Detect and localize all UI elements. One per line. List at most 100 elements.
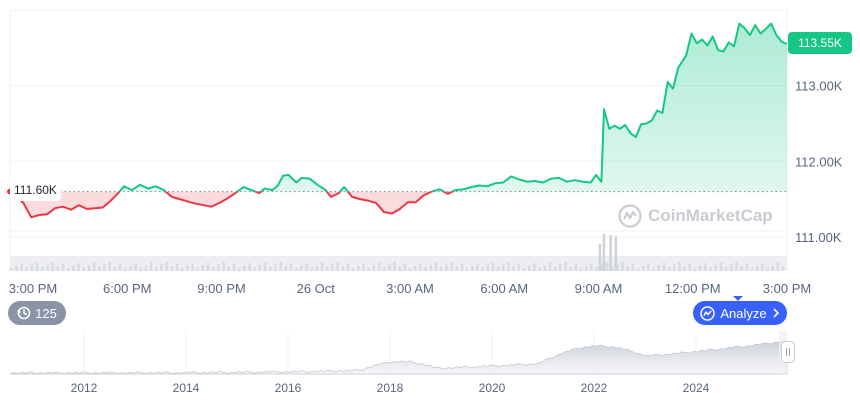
volume-bar — [82, 267, 85, 271]
volume-bar — [745, 263, 749, 271]
y-tick-label: 111.00K — [795, 230, 842, 245]
volume-bar — [41, 266, 44, 271]
volume-bar — [92, 262, 96, 271]
volume-bar — [735, 262, 738, 271]
analyze-icon — [700, 305, 716, 321]
volume-bar — [761, 263, 764, 271]
volume-bar — [419, 263, 422, 271]
volume-bar — [450, 262, 453, 271]
volume-bar — [609, 235, 612, 271]
range-drag-handle[interactable] — [781, 341, 795, 363]
mini-x-tick-label: 2018 — [377, 381, 404, 395]
volume-bar — [610, 266, 614, 271]
mini-x-tick-label: 2020 — [479, 381, 506, 395]
history-count-label: 125 — [35, 305, 57, 321]
volume-bar — [144, 265, 148, 271]
volume-bar — [543, 265, 546, 271]
volume-bar — [465, 268, 469, 271]
volume-bar — [170, 266, 174, 271]
analyze-button[interactable]: Analyze — [693, 301, 787, 325]
volume-bar — [445, 264, 448, 271]
volume-bar — [491, 262, 495, 271]
volume-bar — [662, 262, 666, 271]
range-navigator[interactable]: 2012 2014 2016 2018 2020 2022 2024 — [9, 331, 788, 395]
x-tick-label: 26 Oct — [297, 281, 336, 296]
volume-bar — [522, 268, 526, 271]
x-tick-label: 12:00 PM — [665, 281, 721, 296]
volume-bar — [766, 267, 769, 271]
volume-bar — [621, 262, 624, 271]
volume-bar — [642, 265, 645, 271]
x-tick-label: 3:00 PM — [763, 281, 811, 296]
pointer-caret — [733, 296, 743, 301]
volume-bar — [35, 262, 39, 271]
volume-bar — [315, 265, 319, 271]
volume-bar — [222, 262, 225, 271]
volume-bar — [346, 263, 350, 271]
volume-bar — [714, 265, 717, 271]
volume-bar — [600, 265, 603, 271]
volume-bar — [698, 265, 702, 271]
volume-bar — [237, 268, 241, 271]
mini-x-tick-label: 2016 — [275, 381, 302, 395]
volume-bar — [771, 265, 774, 271]
volume-bar — [585, 265, 588, 271]
volume-bar — [740, 266, 743, 271]
volume-bar — [781, 266, 785, 271]
volume-bar — [502, 264, 505, 271]
volume-bar — [590, 263, 593, 271]
volume-bar — [201, 265, 205, 271]
volume-bar — [383, 266, 386, 271]
volume-bar — [559, 264, 562, 271]
volume-bar — [118, 263, 122, 271]
volume-bar — [56, 266, 60, 271]
volume-bar — [652, 267, 655, 271]
volume-bar — [667, 266, 671, 271]
volume-bar — [196, 267, 199, 271]
volume-bar — [388, 264, 391, 271]
volume-bar — [129, 265, 132, 271]
volume-bar — [326, 266, 329, 271]
volume-bar — [243, 265, 246, 271]
volume-bar — [429, 265, 433, 271]
volume-bar — [595, 267, 598, 271]
volume-bar — [626, 266, 629, 271]
volume-bar — [186, 265, 189, 271]
volume-bar — [155, 266, 158, 271]
volume-bar — [657, 265, 660, 271]
history-count-button[interactable]: 125 — [8, 301, 66, 325]
volume-bar — [569, 266, 572, 271]
y-tick-label: 113.00K — [795, 79, 843, 94]
volume-bar — [564, 262, 567, 271]
volume-bar — [476, 263, 479, 271]
volume-bar — [719, 262, 723, 271]
x-axis-labels: 3:00 PM 6:00 PM 9:00 PM 26 Oct 3:00 AM 6:00 A… — [9, 281, 811, 301]
volume-bar — [517, 263, 521, 271]
volume-bar — [434, 262, 438, 271]
volume-bar — [688, 263, 692, 271]
volume-bar — [533, 263, 536, 271]
volume-bar — [305, 263, 308, 271]
volume-bar — [683, 266, 686, 271]
volume-bar — [507, 262, 510, 271]
volume-bar — [730, 264, 733, 271]
watermark-logo: CoinMarketCap — [618, 204, 773, 228]
volume-bar — [10, 268, 13, 271]
volume-bar — [258, 265, 262, 271]
volume-bar — [227, 266, 231, 271]
volume-bar — [134, 263, 137, 271]
area-fills — [10, 23, 787, 218]
x-tick-label: 3:00 PM — [9, 281, 57, 296]
volume-bar — [61, 263, 65, 271]
volume-bar — [51, 262, 54, 271]
mini-x-tick-label: 2014 — [173, 381, 200, 395]
volume-bar — [367, 267, 370, 271]
volume-bar — [108, 262, 111, 271]
volume-bar — [217, 264, 220, 271]
price-line-up — [9, 22, 788, 192]
y-axis-labels: 113.00K 112.00K 111.00K — [795, 79, 843, 245]
volume-bar — [351, 268, 355, 271]
volume-bar — [124, 268, 127, 271]
volume-bar — [709, 267, 712, 271]
